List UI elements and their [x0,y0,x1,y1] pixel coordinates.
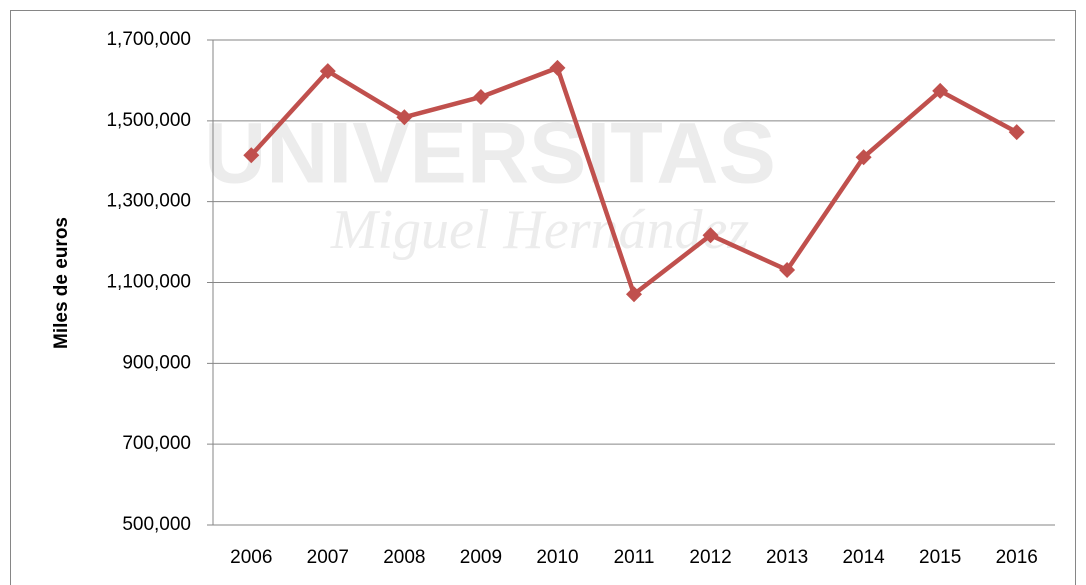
marker [1008,124,1025,141]
x-tick-label: 2013 [766,547,808,568]
x-tick-label: 2015 [919,547,961,568]
marker [626,286,642,303]
marker [779,261,796,278]
x-tick-label: 2008 [383,547,425,568]
y-tick-label: 1,500,000 [106,110,191,131]
marker [932,82,949,99]
marker [243,147,260,164]
x-tick-label: 2010 [536,547,578,568]
y-tick-label: 900,000 [122,352,191,373]
y-tick-label: 700,000 [122,433,191,454]
watermark: UNIVERSITAS [204,106,776,202]
x-tick-label: 2009 [460,547,502,568]
x-tick-label: 2011 [614,547,655,568]
y-axis-label: Miles de euros [51,217,72,349]
marker [396,109,413,126]
x-tick-label: 2014 [842,547,885,568]
x-tick-label: 2016 [996,547,1038,568]
y-tick-label: 1,100,000 [106,272,191,293]
x-tick-label: 2012 [689,547,731,568]
marker [702,227,719,244]
x-tick-label: 2007 [307,547,349,568]
marker [472,88,489,105]
watermark: Miguel Hernández [330,199,750,261]
x-tick-label: 2006 [230,547,272,568]
marker [549,59,566,76]
y-tick-label: 1,700,000 [106,29,191,50]
y-tick-label: 500,000 [122,514,191,535]
marker [855,149,872,166]
chart-border [10,10,1076,585]
marker [319,63,336,80]
y-tick-label: 1,300,000 [106,191,191,212]
